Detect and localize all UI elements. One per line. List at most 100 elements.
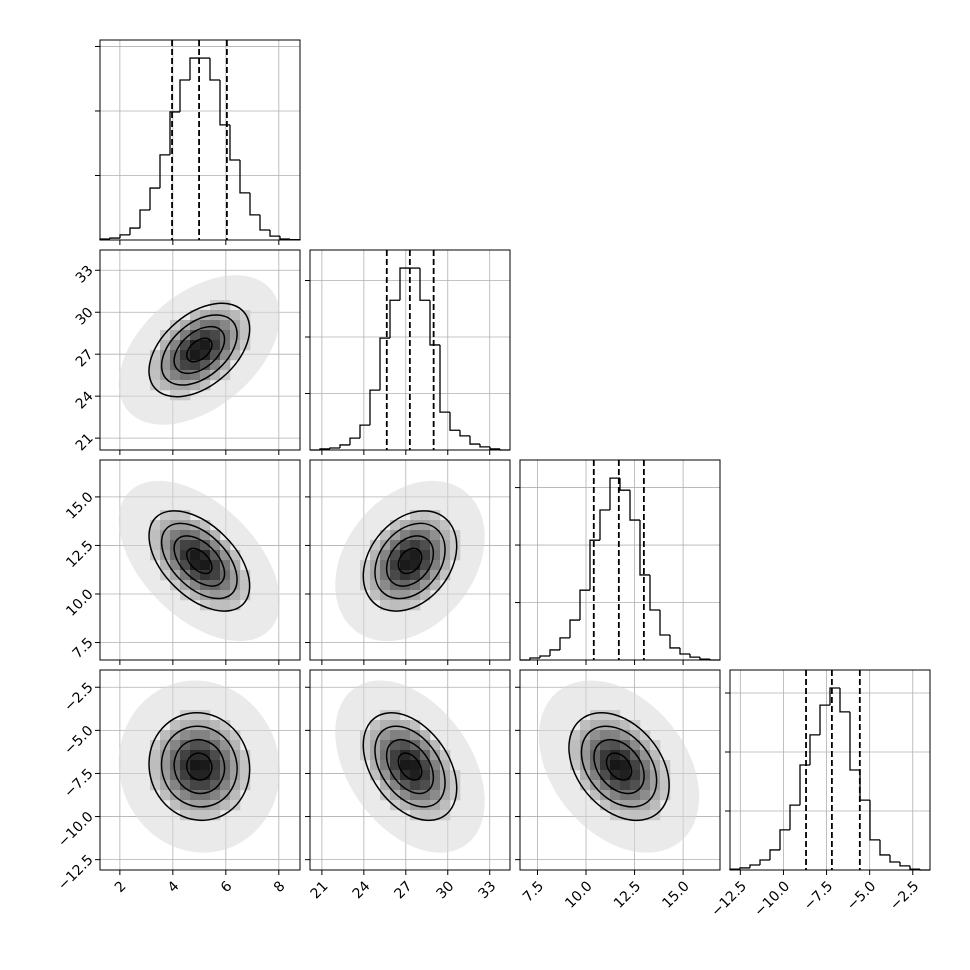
density-cell [620,790,631,801]
density-cell [600,790,611,801]
density-cell [180,760,191,771]
density-cell [160,510,171,521]
density-cell [630,750,641,761]
histogram-bin [679,647,690,655]
histogram-bin [269,230,280,237]
density-cell [200,800,211,811]
density-cell [420,590,431,601]
density-cell [570,730,581,741]
density-cell [200,730,211,741]
density-cell [630,790,641,801]
density-cell [180,320,191,331]
density-cell [170,560,181,571]
density-cell [360,740,371,751]
density-cell [190,560,201,571]
density-cell [410,560,421,571]
histogram-bin [159,154,170,189]
density-cell [400,570,411,581]
density-cell [640,800,651,811]
density-cell [190,590,201,601]
density-cell [200,360,211,371]
density-cell [650,760,661,771]
x-tick-label: −12.5 [708,878,750,920]
density-cell [200,380,211,391]
y-tick-label: 27 [73,347,97,371]
density-cell [170,790,181,801]
density-cell [390,520,401,531]
y-tick-label: −12.5 [55,852,97,894]
histogram-bin [889,854,900,863]
histogram-bin [689,653,700,658]
contour [186,337,213,363]
density-cell [240,770,251,781]
density-cell [440,530,451,541]
density-cell [240,590,251,601]
density-cell [180,340,191,351]
density-cell [630,740,641,751]
density-cell [600,750,611,761]
histogram-bin [769,849,780,860]
histogram-bin [749,864,760,868]
contour [362,712,458,822]
density-cell [380,580,391,591]
density-cell [190,710,201,721]
density-cell [170,740,181,751]
density-cell [160,370,171,381]
density-cell [150,760,161,771]
density-cell [190,760,201,771]
density-cell [180,370,191,381]
density-cell [190,520,201,531]
histogram-bin [239,160,250,194]
density-cell [200,330,211,341]
density-cell [180,730,191,741]
histogram-bin [669,635,680,649]
x-tick-label: 30 [433,878,457,902]
density-cell [220,730,231,741]
x-tick-label: −2.5 [887,878,922,913]
contour [385,535,435,587]
density-cell [210,300,221,311]
density-cell [420,800,431,811]
density-cell [590,790,601,801]
density-cell [400,520,411,531]
x-tick-label: −10.0 [751,878,793,920]
density-cell [150,370,161,381]
histogram-bin [619,478,630,491]
x-tick-label: 15.0 [659,878,692,911]
y-tick-label: 7.5 [70,635,97,662]
density-cell [150,350,161,361]
histogram-bin [359,424,370,439]
density-cell [420,770,431,781]
histogram-bin [529,657,540,660]
density-cell [220,310,231,321]
density-cell [440,750,451,761]
density-cell [210,750,221,761]
density-cell [400,750,411,761]
contour [385,738,435,795]
density-cell [640,760,651,771]
density-cell [640,780,651,791]
density-cell [430,560,441,571]
contour [173,738,226,795]
density-cell [180,810,191,821]
panel-frame [99,669,301,871]
density-cell [390,710,401,721]
density-cell [580,780,591,791]
contour [186,752,213,781]
density-cell [630,730,641,741]
density-cell [420,810,431,821]
histogram-bin [829,687,840,706]
density-cell [370,590,381,601]
density-cell [150,750,161,761]
density-cell [400,600,411,611]
density-cell [410,530,421,541]
contour [148,302,251,398]
density-cell [200,590,211,601]
density-cell [390,750,401,761]
density-cell [160,560,171,571]
contour [397,547,423,575]
density-cell [210,370,221,381]
density-cell [200,790,211,801]
density-cell [610,760,621,771]
density-cell [430,540,441,551]
